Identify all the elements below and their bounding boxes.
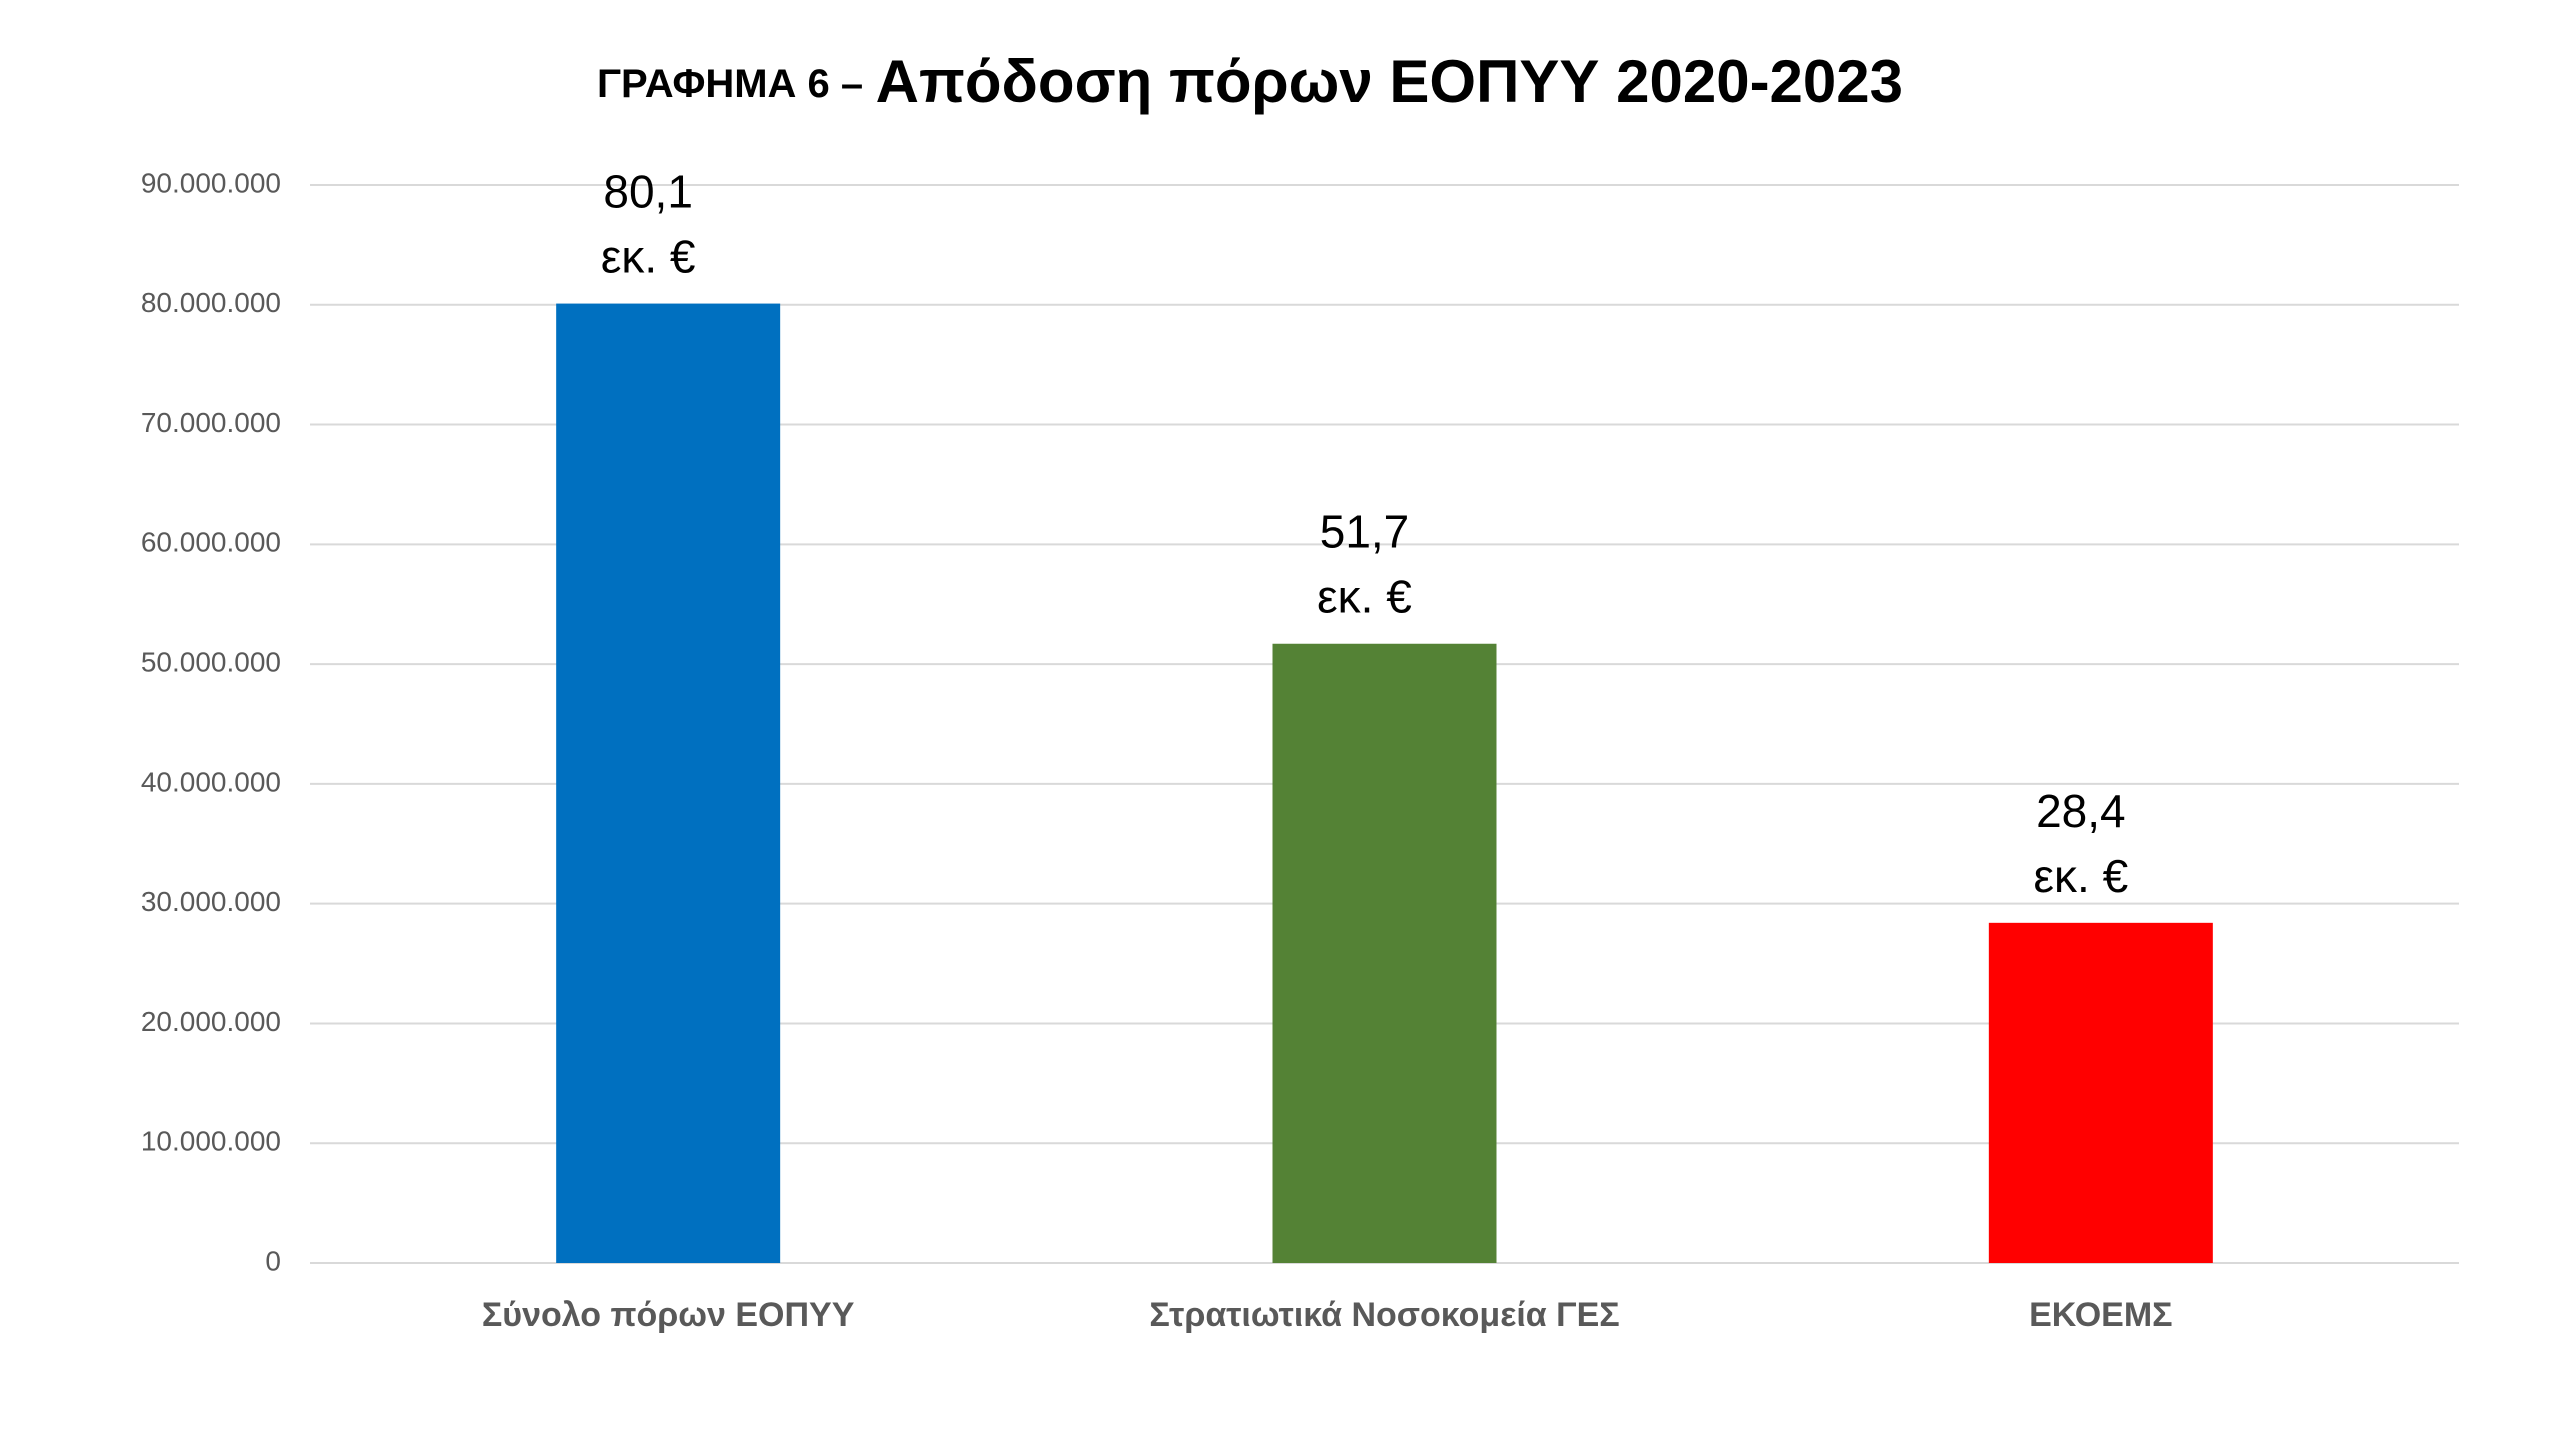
y-tick-label: 80.000.000 — [141, 287, 281, 318]
data-label: 28,4 εκ. € — [2034, 785, 2129, 902]
y-tick-label: 10.000.000 — [141, 1126, 281, 1157]
data-label-line: εκ. € — [601, 231, 696, 283]
x-tick-label: Στρατιωτικά Νοσοκομεία ΓΕΣ — [1149, 1296, 1619, 1334]
x-tick-label: ΕΚΟΕΜΣ — [2029, 1296, 2173, 1334]
y-tick-label: 0 — [265, 1245, 281, 1276]
data-label-line: εκ. € — [1317, 571, 1412, 623]
y-tick-label: 30.000.000 — [141, 886, 281, 917]
chart-title-prefix: ΓΡΑΦΗΜΑ 6 – — [597, 62, 863, 106]
data-label-line: 51,7 — [1320, 506, 1410, 558]
y-tick-label: 50.000.000 — [141, 647, 281, 678]
y-tick-label: 20.000.000 — [141, 1006, 281, 1037]
data-label: 80,1 εκ. € — [601, 166, 696, 283]
data-label-line: 28,4 — [2036, 785, 2126, 837]
chart-title-main: Απόδοση πόρων ΕΟΠΥΥ 2020-2023 — [876, 48, 1903, 115]
chart-title: ΓΡΑΦΗΜΑ 6 – Απόδοση πόρων ΕΟΠΥΥ 2020-202… — [597, 48, 1903, 115]
data-label-line: εκ. € — [2034, 850, 2129, 902]
bar — [556, 303, 781, 1264]
y-tick-label: 60.000.000 — [141, 527, 281, 558]
y-tick-label: 90.000.000 — [141, 167, 281, 198]
data-label-line: 80,1 — [603, 166, 693, 218]
y-tick-label: 70.000.000 — [141, 407, 281, 438]
bar — [1272, 643, 1497, 1263]
y-tick-label: 40.000.000 — [141, 766, 281, 797]
bar — [1988, 922, 2213, 1263]
data-label: 51,7 εκ. € — [1317, 506, 1412, 623]
x-tick-label: Σύνολο πόρων ΕΟΠΥΥ — [482, 1296, 855, 1334]
